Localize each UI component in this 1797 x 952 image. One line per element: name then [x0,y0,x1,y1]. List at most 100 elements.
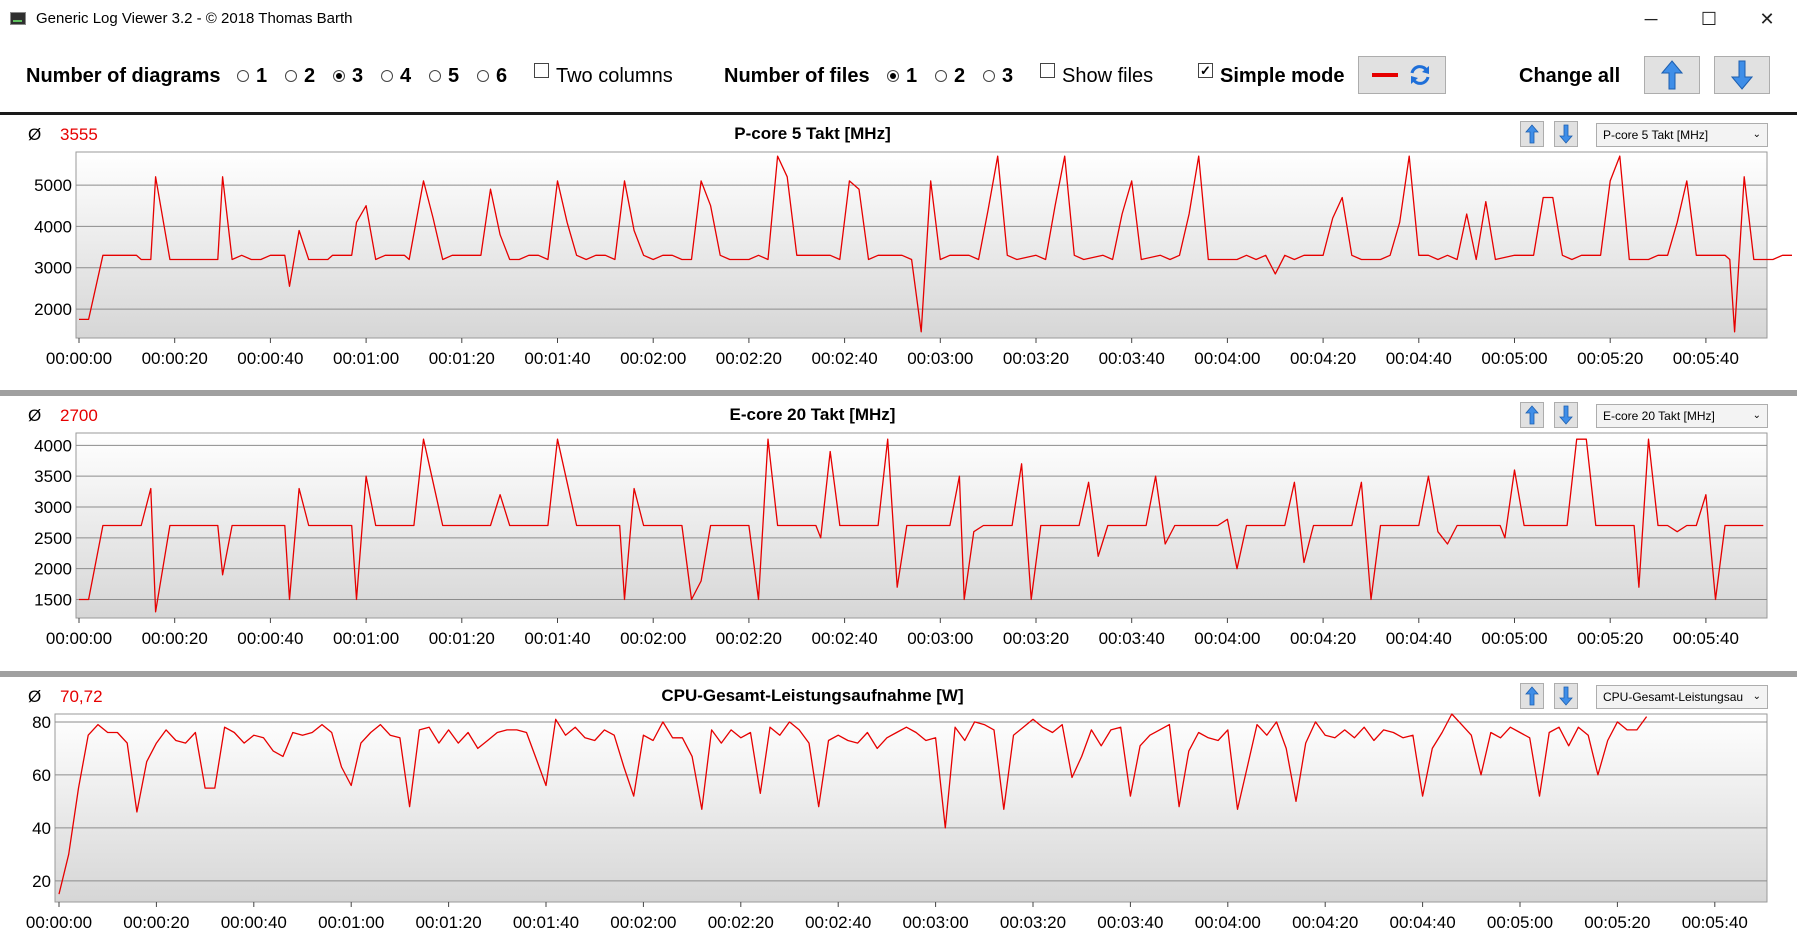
refresh-icon [1410,65,1430,85]
diagram-radio-1[interactable]: 1 [237,60,267,92]
arrow-up-icon [1525,124,1539,144]
diagram-panel: Ø 3555 P-core 5 Takt [MHz] P-core 5 Takt… [0,115,1797,390]
x-tick-label: 00:00:00 [26,913,92,932]
x-tick-label: 00:02:20 [716,349,782,368]
y-tick-label: 2000 [34,300,72,319]
move-down-button[interactable] [1554,121,1578,147]
x-tick-label: 00:03:40 [1099,629,1165,648]
x-tick-label: 00:03:20 [1003,349,1069,368]
x-tick-label: 00:02:40 [812,629,878,648]
x-tick-label: 00:03:00 [903,913,969,932]
x-tick-label: 00:00:20 [123,913,189,932]
checkmark-icon: ✓ [1198,62,1213,78]
channel-select[interactable]: P-core 5 Takt [MHz] ⌄ [1596,123,1768,147]
radio-selected-icon [887,70,899,82]
x-tick-label: 00:03:00 [907,349,973,368]
x-tick-label: 00:01:40 [524,349,590,368]
maximize-button[interactable]: ☐ [1700,8,1718,29]
average-symbol: Ø [28,406,42,425]
arrow-up-icon [1525,686,1539,706]
y-tick-label: 2000 [34,560,72,579]
channel-select[interactable]: E-core 20 Takt [MHz] ⌄ [1596,404,1768,428]
x-tick-label: 00:04:00 [1195,913,1261,932]
diagram-radio-6[interactable]: 6 [477,60,507,92]
x-tick-label: 00:05:40 [1673,349,1739,368]
plot-area [54,713,1768,903]
x-tick-label: 00:04:00 [1194,629,1260,648]
diagram-title: P-core 5 Takt [MHz] [734,124,891,143]
channel-select[interactable]: CPU-Gesamt-Leistungsau ⌄ [1596,685,1768,709]
line-chart: 2000 3000 4000 5000 00:00:00 00:00:20 00:00:40… [34,151,1792,368]
arrow-down-icon [1559,405,1573,425]
x-tick-label: 00:02:40 [805,913,871,932]
diagram-panel: Ø 2700 E-core 20 Takt [MHz] E-core 20 Ta… [0,396,1797,671]
minimize-button[interactable]: ─ [1644,8,1658,29]
simple-mode-checkbox[interactable]: ✓ Simple mode [1198,60,1344,92]
x-tick-label: 00:05:20 [1584,913,1650,932]
move-down-button[interactable] [1554,402,1578,428]
x-tick-label: 00:03:20 [1000,913,1066,932]
diagram-panel: Ø 70,72 CPU-Gesamt-Leistungsaufnahme [W]… [0,677,1797,952]
x-tick-label: 00:01:40 [524,629,590,648]
file-radio-3[interactable]: 3 [983,60,1013,92]
panel-splitter[interactable] [0,671,1797,677]
series-line [79,155,1792,333]
x-tick-label: 00:00:40 [237,629,303,648]
y-tick-label: 1500 [34,591,72,610]
y-tick-label: 20 [32,872,51,891]
move-all-down-button[interactable] [1714,56,1770,94]
radio-icon [983,70,995,82]
move-all-up-button[interactable] [1644,56,1700,94]
file-radio-1[interactable]: 1 [887,60,917,92]
plot-area [75,151,1768,339]
move-up-button[interactable] [1520,121,1544,147]
diagram-radio-4[interactable]: 4 [381,60,411,92]
line-chart: 1500 2000 2500 3000 3500 4000 00:00:00 00:00:20… [34,432,1768,648]
x-tick-label: 00:04:20 [1292,913,1358,932]
x-tick-label: 00:04:40 [1386,349,1452,368]
checkbox-icon [534,62,549,78]
radio-icon [285,70,297,82]
x-tick-label: 00:00:40 [237,349,303,368]
line-color-icon [1372,73,1398,77]
move-down-button[interactable] [1554,683,1578,709]
y-tick-label: 3000 [34,498,72,517]
number-of-diagrams-label: Number of diagrams [26,64,221,87]
x-tick-label: 00:01:00 [333,349,399,368]
panel-splitter[interactable] [0,390,1797,396]
two-columns-checkbox[interactable]: Two columns [534,60,673,92]
diagram-radio-3[interactable]: 3 [333,60,363,92]
diagram-radio-2[interactable]: 2 [285,60,315,92]
close-button[interactable]: ✕ [1759,8,1775,29]
x-tick-label: 00:02:20 [716,629,782,648]
x-tick-label: 00:05:40 [1682,913,1748,932]
average-value: 3555 [60,125,98,144]
move-up-button[interactable] [1520,683,1544,709]
arrow-down-icon [1559,686,1573,706]
diagram-title: E-core 20 Takt [MHz] [729,405,896,424]
x-tick-label: 00:00:00 [46,349,112,368]
diagram-radio-5[interactable]: 5 [429,60,459,92]
chevron-down-icon: ⌄ [1752,410,1761,421]
checkbox-icon [1040,62,1055,78]
series-line [58,713,1648,895]
x-tick-label: 00:04:40 [1390,913,1456,932]
line-color-refresh-button[interactable] [1358,56,1446,94]
y-tick-label: 40 [32,819,51,838]
x-tick-label: 00:00:20 [142,629,208,648]
x-tick-label: 00:02:00 [620,629,686,648]
x-tick-label: 00:03:20 [1003,629,1069,648]
file-radio-2[interactable]: 2 [935,60,965,92]
y-tick-label: 4000 [34,217,72,236]
x-tick-label: 00:00:40 [221,913,287,932]
number-of-files-label: Number of files [724,64,870,87]
show-files-checkbox[interactable]: Show files [1040,60,1153,92]
average-value: 2700 [60,406,98,425]
x-tick-label: 00:01:20 [429,629,495,648]
x-tick-label: 00:05:40 [1673,629,1739,648]
x-tick-label: 00:01:20 [429,349,495,368]
y-tick-label: 80 [32,713,51,732]
x-tick-label: 00:02:00 [620,349,686,368]
x-tick-label: 00:03:40 [1097,913,1163,932]
move-up-button[interactable] [1520,402,1544,428]
